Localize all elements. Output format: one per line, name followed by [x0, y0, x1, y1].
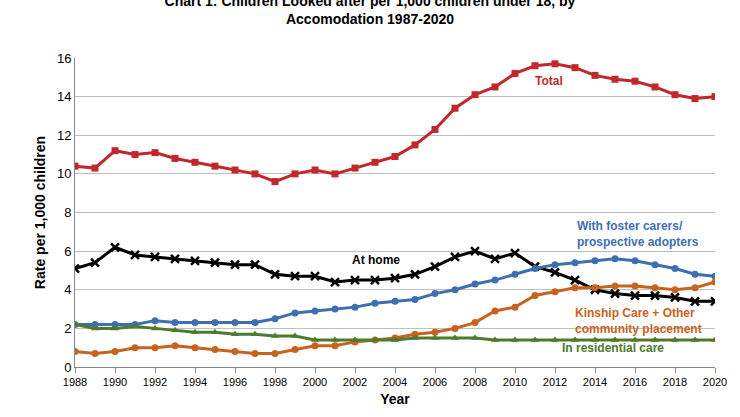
- svg-text:1990: 1990: [103, 376, 127, 388]
- svg-text:1994: 1994: [183, 376, 207, 388]
- svg-text:14: 14: [57, 89, 71, 104]
- svg-text:1988: 1988: [63, 376, 87, 388]
- svg-text:2018: 2018: [663, 376, 687, 388]
- svg-text:8: 8: [64, 205, 71, 220]
- svg-text:In residential care: In residential care: [562, 341, 664, 355]
- svg-text:1992: 1992: [143, 376, 167, 388]
- svg-text:16: 16: [57, 51, 71, 66]
- svg-text:Year: Year: [380, 391, 410, 407]
- svg-text:12: 12: [57, 128, 71, 143]
- svg-text:2014: 2014: [583, 376, 607, 388]
- svg-text:2020: 2020: [703, 376, 727, 388]
- svg-text:0: 0: [64, 360, 71, 375]
- svg-text:Rate per 1,000 children: Rate per 1,000 children: [32, 136, 48, 289]
- svg-text:2012: 2012: [543, 376, 567, 388]
- svg-text:1998: 1998: [263, 376, 287, 388]
- svg-text:2016: 2016: [623, 376, 647, 388]
- svg-text:Chart 1: Children Looked after: Chart 1: Children Looked after per 1,000…: [165, 0, 576, 27]
- svg-text:2002: 2002: [343, 376, 367, 388]
- svg-text:Total: Total: [535, 74, 563, 88]
- svg-text:2006: 2006: [423, 376, 447, 388]
- svg-text:2008: 2008: [463, 376, 487, 388]
- svg-text:4: 4: [64, 282, 71, 297]
- svg-text:2010: 2010: [503, 376, 527, 388]
- svg-text:With foster carers/prospective: With foster carers/prospective adopters: [577, 219, 699, 249]
- svg-text:2000: 2000: [303, 376, 327, 388]
- svg-text:6: 6: [64, 244, 71, 259]
- svg-text:2: 2: [64, 321, 71, 336]
- svg-text:2004: 2004: [383, 376, 407, 388]
- svg-text:10: 10: [57, 166, 71, 181]
- svg-text:Kinship Care + Othercommunity: Kinship Care + Othercommunity placement: [575, 306, 702, 336]
- svg-text:1996: 1996: [223, 376, 247, 388]
- svg-text:At home: At home: [352, 253, 400, 267]
